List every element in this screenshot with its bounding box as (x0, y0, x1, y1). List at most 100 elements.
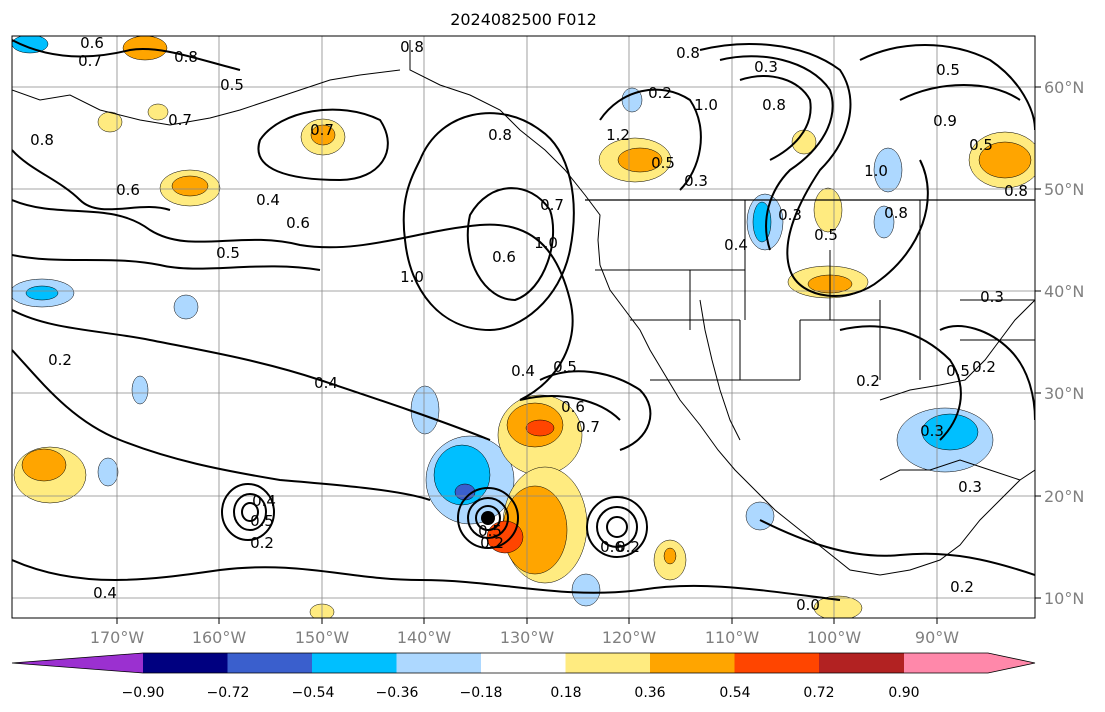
contour-label: 0.8 (488, 126, 512, 144)
colorbar-tick-label: −0.18 (460, 685, 503, 701)
contour-label: 0.8 (762, 96, 786, 114)
contour-label: 0.7 (540, 196, 564, 214)
contour-label: 1.0 (400, 268, 424, 286)
colorbar-segment (734, 653, 820, 673)
lon-tick-label: 100°W (807, 628, 862, 647)
colorbar-tick-label: −0.54 (292, 685, 335, 701)
map-frame (11, 35, 1036, 619)
colorbar-tick-label: 0.90 (888, 685, 919, 701)
contour-label: 0.6 (492, 248, 516, 266)
contour-label: 0.2 (950, 578, 974, 596)
shade-orange-160w (171, 175, 209, 197)
colorbar-segment (396, 653, 482, 673)
contour-label: 0.0 (796, 596, 820, 614)
figure-title: 2024082500 F012 (450, 10, 597, 29)
contour-label: 0.5 (814, 226, 838, 244)
contour-label: 0.3 (920, 422, 944, 440)
colorbar-tick-label: −0.36 (376, 685, 419, 701)
contour-label: 0.3 (684, 172, 708, 190)
coastlines (12, 40, 1035, 576)
shade-orange-115w (663, 547, 677, 565)
lat-tick-label: 40°N (1044, 282, 1084, 301)
contour-label: 0.6 (600, 538, 624, 556)
contour-label: 0.2 (616, 538, 640, 556)
contour-label: 0.8 (884, 204, 908, 222)
contour-label: 0.8 (676, 44, 700, 62)
shade-lightblue-165w (131, 375, 149, 405)
contour-label: 0.6 (286, 214, 310, 232)
colorbar-extend-min (12, 653, 143, 673)
graticule (12, 36, 1035, 618)
contour-label: 0.2 (648, 84, 672, 102)
colorbar-tick-label: 0.54 (719, 685, 750, 701)
colorbar-segment (312, 653, 397, 673)
shade-blue-gulf (921, 413, 979, 451)
shade-orange-150w (310, 124, 336, 146)
contour-label: 0.3 (958, 478, 982, 496)
contour-label: 0.5 (478, 522, 502, 540)
contour-label: 0.7 (78, 52, 102, 70)
contour-label: 0.3 (980, 288, 1004, 306)
lat-tick-label: 30°N (1044, 384, 1084, 403)
colorbar-segment (819, 653, 904, 673)
colorbar (11, 652, 1036, 674)
longitude-labels: 170°W 160°W 150°W 140°W 130°W 120°W 110°… (90, 628, 959, 647)
contour-label: 0.2 (48, 351, 72, 369)
lon-tick-label: 140°W (397, 628, 452, 647)
contour-label: 0.2 (972, 358, 996, 376)
shade-red-130w (525, 419, 555, 437)
colorbar-segment (565, 653, 651, 673)
colorbar-outline (11, 652, 1036, 674)
lon-tick-label: 160°W (192, 628, 247, 647)
colorbar-segment (143, 653, 228, 673)
lon-tick-label: 120°W (602, 628, 657, 647)
contour-label: 0.2 (250, 534, 274, 552)
contour-label: 1.0 (864, 162, 888, 180)
latitude-labels: 60°N 50°N 40°N 30°N 20°N 10°N (1044, 78, 1084, 608)
lon-tick-label: 170°W (90, 628, 145, 647)
contour-label: 0.5 (946, 362, 970, 380)
lat-tick-label: 10°N (1044, 589, 1084, 608)
cyclone-center-marker (481, 511, 495, 525)
lat-tick-label: 50°N (1044, 180, 1084, 199)
contour-labels: 0.60.7 0.80.50.70.80.60.40.60.50.70.80.61… (30, 34, 1028, 614)
colorbar-tick-label: 0.36 (634, 685, 665, 701)
contour-label: 0.8 (400, 38, 424, 56)
shade-lightblue-south (571, 573, 601, 607)
shade-yellow-100w (813, 187, 843, 233)
shade-lightblue-93w-south (873, 205, 895, 239)
contour-label: 0.5 (216, 244, 240, 262)
lon-tick-label: 110°W (705, 628, 760, 647)
lon-tick-label: 150°W (295, 628, 350, 647)
contour-label: 0.7 (310, 121, 334, 139)
contour-label: 0.6 (561, 398, 585, 416)
contour-label: 0.4 (314, 374, 338, 392)
shade-blue-topleft (12, 36, 49, 54)
shade-lightblue-alaska (621, 87, 643, 113)
shade-yellow-south (813, 595, 863, 618)
contour-label: 0.3 (778, 206, 802, 224)
shade-blue-40n (25, 285, 59, 301)
lat-tick-label: 60°N (1044, 78, 1084, 97)
colorbar-segment (227, 653, 313, 673)
contour-label: 0.6 (80, 34, 104, 52)
contour-label: 0.8 (1004, 182, 1028, 200)
contour-label: 0.4 (93, 584, 117, 602)
contour-label: 1.0 (694, 96, 718, 114)
lon-tick-label: 130°W (500, 628, 555, 647)
contour-label: 1.2 (606, 126, 630, 144)
contour-label: 0.7 (168, 111, 192, 129)
colorbar-tick-labels: −0.90 −0.72 −0.54 −0.36 −0.18 0.18 0.36 … (122, 685, 920, 701)
colorbar-tick-label: −0.72 (207, 685, 250, 701)
contour-label: 0.5 (250, 512, 274, 530)
shade-orange-west (21, 448, 67, 482)
contour-label: 0.4 (511, 362, 535, 380)
lon-tick-label: 90°W (915, 628, 959, 647)
tick-marks (116, 86, 1041, 624)
colorbar-segment (481, 653, 566, 673)
colorbar-segment (904, 653, 988, 673)
contour-label: 0.6 (116, 181, 140, 199)
contour-label: 0.4 (724, 236, 748, 254)
contour-label: 0.3 (754, 58, 778, 76)
